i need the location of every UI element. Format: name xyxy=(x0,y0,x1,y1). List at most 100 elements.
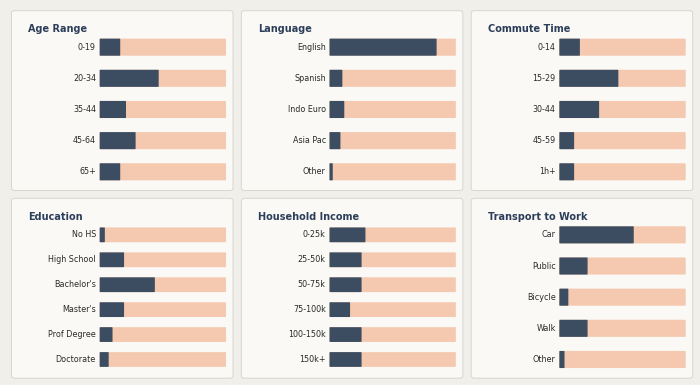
FancyBboxPatch shape xyxy=(330,101,344,118)
FancyBboxPatch shape xyxy=(99,70,226,87)
FancyBboxPatch shape xyxy=(559,226,634,243)
FancyBboxPatch shape xyxy=(559,258,587,275)
FancyBboxPatch shape xyxy=(330,163,332,180)
FancyBboxPatch shape xyxy=(330,38,456,56)
Text: Asia Pac: Asia Pac xyxy=(293,136,326,145)
FancyBboxPatch shape xyxy=(559,101,599,118)
FancyBboxPatch shape xyxy=(559,320,587,337)
FancyBboxPatch shape xyxy=(330,228,456,242)
Text: 25-50k: 25-50k xyxy=(298,255,326,264)
FancyBboxPatch shape xyxy=(559,132,574,149)
FancyBboxPatch shape xyxy=(559,289,568,306)
Text: No HS: No HS xyxy=(71,230,96,239)
FancyBboxPatch shape xyxy=(330,352,456,367)
FancyBboxPatch shape xyxy=(241,198,463,378)
FancyBboxPatch shape xyxy=(559,163,686,180)
Text: 0-25k: 0-25k xyxy=(303,230,326,239)
FancyBboxPatch shape xyxy=(559,132,686,149)
Text: 30-44: 30-44 xyxy=(533,105,556,114)
FancyBboxPatch shape xyxy=(330,352,362,367)
FancyBboxPatch shape xyxy=(11,11,233,191)
Text: 45-59: 45-59 xyxy=(533,136,556,145)
Text: Language: Language xyxy=(258,24,312,34)
FancyBboxPatch shape xyxy=(330,132,340,149)
Text: 35-44: 35-44 xyxy=(73,105,96,114)
FancyBboxPatch shape xyxy=(330,132,456,149)
Text: Doctorate: Doctorate xyxy=(56,355,96,364)
Text: 150k+: 150k+ xyxy=(300,355,326,364)
FancyBboxPatch shape xyxy=(471,11,693,191)
FancyBboxPatch shape xyxy=(99,132,226,149)
Text: Other: Other xyxy=(533,355,556,364)
FancyBboxPatch shape xyxy=(99,352,108,367)
FancyBboxPatch shape xyxy=(330,228,365,242)
FancyBboxPatch shape xyxy=(330,38,437,56)
Text: Age Range: Age Range xyxy=(28,24,87,34)
FancyBboxPatch shape xyxy=(559,226,686,243)
FancyBboxPatch shape xyxy=(99,327,113,342)
FancyBboxPatch shape xyxy=(99,101,126,118)
Text: 45-64: 45-64 xyxy=(73,136,96,145)
FancyBboxPatch shape xyxy=(99,327,226,342)
Text: Prof Degree: Prof Degree xyxy=(48,330,96,339)
FancyBboxPatch shape xyxy=(559,38,686,56)
Text: Car: Car xyxy=(542,230,556,239)
Text: Other: Other xyxy=(303,167,326,176)
FancyBboxPatch shape xyxy=(471,198,693,378)
FancyBboxPatch shape xyxy=(99,38,120,56)
FancyBboxPatch shape xyxy=(99,163,226,180)
FancyBboxPatch shape xyxy=(330,101,456,118)
Text: Bachelor's: Bachelor's xyxy=(54,280,96,289)
FancyBboxPatch shape xyxy=(99,101,226,118)
FancyBboxPatch shape xyxy=(559,351,686,368)
FancyBboxPatch shape xyxy=(99,302,124,317)
Text: 0-19: 0-19 xyxy=(78,43,96,52)
FancyBboxPatch shape xyxy=(99,352,226,367)
FancyBboxPatch shape xyxy=(330,327,362,342)
Text: 100-150k: 100-150k xyxy=(288,330,326,339)
FancyBboxPatch shape xyxy=(241,11,463,191)
Text: 75-100k: 75-100k xyxy=(293,305,326,314)
Text: High School: High School xyxy=(48,255,96,264)
FancyBboxPatch shape xyxy=(99,163,120,180)
Text: Commute Time: Commute Time xyxy=(488,24,570,34)
Text: 65+: 65+ xyxy=(79,167,96,176)
FancyBboxPatch shape xyxy=(330,327,456,342)
Text: Walk: Walk xyxy=(536,324,556,333)
Text: Education: Education xyxy=(28,212,83,222)
FancyBboxPatch shape xyxy=(559,70,618,87)
Text: 20-34: 20-34 xyxy=(73,74,96,83)
FancyBboxPatch shape xyxy=(99,228,226,242)
FancyBboxPatch shape xyxy=(99,70,159,87)
FancyBboxPatch shape xyxy=(330,277,456,292)
FancyBboxPatch shape xyxy=(559,38,580,56)
FancyBboxPatch shape xyxy=(99,277,155,292)
FancyBboxPatch shape xyxy=(99,38,226,56)
Text: English: English xyxy=(297,43,326,52)
FancyBboxPatch shape xyxy=(330,302,350,317)
Text: Transport to Work: Transport to Work xyxy=(488,212,587,222)
FancyBboxPatch shape xyxy=(330,163,456,180)
FancyBboxPatch shape xyxy=(559,320,686,337)
FancyBboxPatch shape xyxy=(99,277,226,292)
FancyBboxPatch shape xyxy=(559,289,686,306)
Text: 15-29: 15-29 xyxy=(533,74,556,83)
Text: 50-75k: 50-75k xyxy=(298,280,326,289)
FancyBboxPatch shape xyxy=(559,258,686,275)
FancyBboxPatch shape xyxy=(559,351,564,368)
Text: Household Income: Household Income xyxy=(258,212,359,222)
FancyBboxPatch shape xyxy=(330,253,362,267)
Text: Indo Euro: Indo Euro xyxy=(288,105,326,114)
Text: 1h+: 1h+ xyxy=(539,167,556,176)
FancyBboxPatch shape xyxy=(559,101,686,118)
FancyBboxPatch shape xyxy=(330,277,362,292)
FancyBboxPatch shape xyxy=(330,253,456,267)
FancyBboxPatch shape xyxy=(99,228,105,242)
Text: Spanish: Spanish xyxy=(294,74,326,83)
Text: Bicycle: Bicycle xyxy=(527,293,556,302)
FancyBboxPatch shape xyxy=(559,70,686,87)
FancyBboxPatch shape xyxy=(99,253,124,267)
Text: Public: Public xyxy=(532,261,556,271)
Text: Master's: Master's xyxy=(62,305,96,314)
FancyBboxPatch shape xyxy=(99,253,226,267)
